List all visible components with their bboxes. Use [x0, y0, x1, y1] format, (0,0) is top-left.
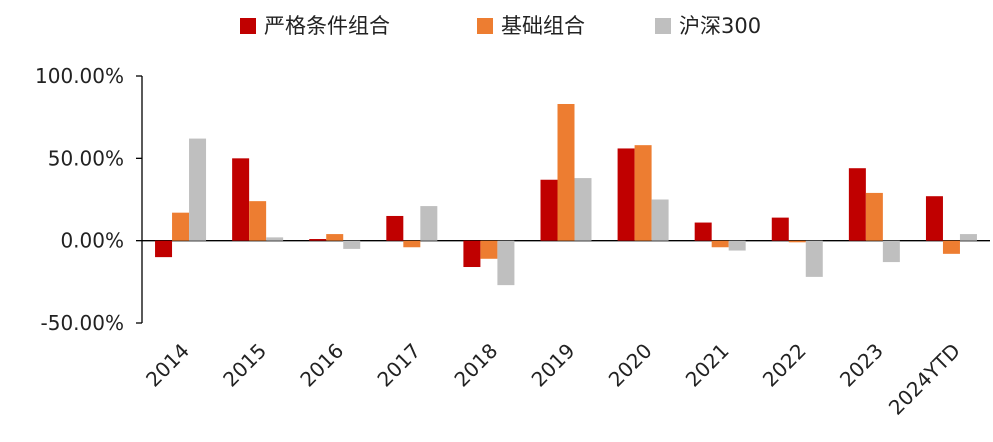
bar-s1-2016: [309, 239, 327, 241]
y-tick-label: 0.00%: [60, 229, 124, 253]
bar-s3-2020: [651, 199, 669, 241]
legend-label-3: 沪深300: [679, 14, 761, 38]
bar-s2-2023: [865, 192, 883, 241]
bar-s1-2022: [771, 217, 789, 241]
legend-swatch-1: [240, 18, 256, 34]
bar-s3-2018: [497, 240, 515, 286]
y-tick-label: 50.00%: [48, 146, 124, 170]
bar-s3-2015: [266, 237, 284, 241]
bar-s2-2021: [711, 240, 729, 248]
bar-s3-2024YTD: [959, 234, 977, 241]
bar-s3-2021: [728, 240, 746, 251]
bar-s3-2014: [189, 138, 207, 241]
bar-s2-2017: [403, 240, 421, 248]
x-tick-label: 2014: [141, 339, 194, 392]
legend-label-1: 严格条件组合: [264, 14, 390, 38]
bar-s3-2019: [574, 178, 592, 241]
x-tick-label: 2016: [295, 339, 348, 392]
bar-s3-2016: [343, 240, 361, 249]
x-tick-label: 2021: [681, 339, 734, 392]
x-axis: 2014 2015 2016 2017 2018 2019 2020 2021 2022 2023…: [141, 240, 990, 420]
bars: [155, 103, 977, 286]
x-tick-label: 2020: [604, 339, 657, 392]
bar-s2-2019: [557, 103, 575, 241]
x-tick-label: 2018: [449, 339, 502, 392]
y-tick-label: 100.00%: [35, 64, 124, 88]
bar-s1-2020: [617, 148, 635, 241]
x-tick-label: 2023: [835, 339, 888, 392]
bar-s1-2024YTD: [925, 196, 943, 241]
legend-swatch-3: [655, 18, 671, 34]
bar-s2-2024YTD: [942, 240, 960, 254]
legend: 严格条件组合 基础组合 沪深300: [240, 14, 761, 38]
bar-s1-2019: [540, 179, 558, 241]
x-tick-label: 2022: [758, 339, 811, 392]
bar-s1-2023: [848, 168, 866, 241]
x-tick-label: 2017: [372, 339, 425, 392]
x-tick-label: 2019: [527, 339, 580, 392]
bar-s2-2014: [172, 212, 190, 241]
bar-s3-2017: [420, 206, 438, 241]
bar-s2-2020: [634, 145, 652, 241]
x-tick-label: 2024YTD: [884, 339, 965, 420]
bar-s3-2023: [882, 240, 900, 263]
x-tick-label: 2015: [218, 339, 271, 392]
bar-s1-2015: [232, 158, 250, 241]
bar-s2-2022: [788, 240, 806, 243]
bar-s2-2016: [326, 234, 344, 241]
bar-s1-2021: [694, 222, 712, 241]
bar-s2-2018: [480, 240, 498, 259]
bar-s1-2018: [463, 240, 481, 268]
legend-label-2: 基础组合: [501, 14, 585, 38]
y-axis: 100.00% 50.00% 0.00% -50.00%: [35, 64, 143, 335]
bar-s3-2022: [805, 240, 823, 277]
bar-s2-2015: [249, 201, 267, 241]
y-tick-label: -50.00%: [41, 311, 124, 335]
bar-s1-2014: [155, 240, 173, 258]
legend-swatch-2: [477, 18, 493, 34]
bar-s1-2017: [386, 215, 404, 241]
